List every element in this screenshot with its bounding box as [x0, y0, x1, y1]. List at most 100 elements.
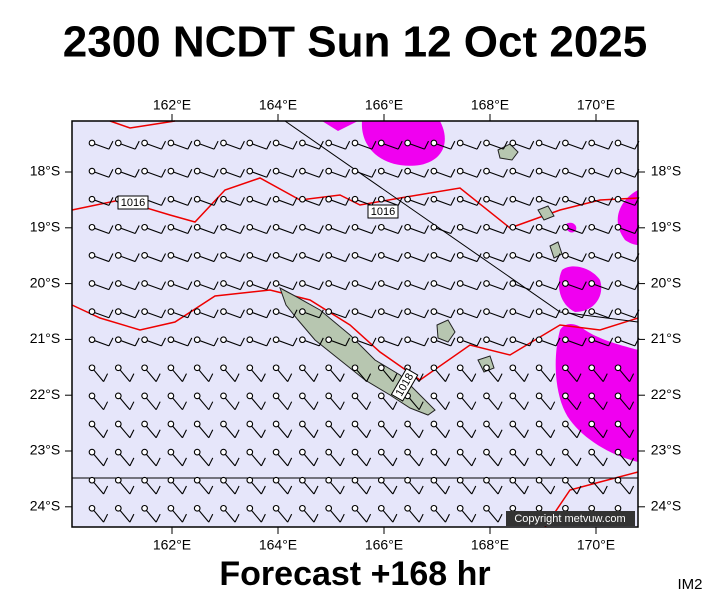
barb-feather	[602, 485, 608, 495]
lat-label: 20°S	[30, 274, 61, 290]
barb-feather	[476, 197, 482, 206]
barb-station	[351, 139, 359, 147]
barb-feather	[134, 337, 140, 347]
barb-feather	[292, 309, 298, 319]
barb-station	[483, 504, 490, 512]
barb-feather	[502, 225, 508, 234]
barb-feather	[502, 253, 508, 262]
isobar	[71, 289, 639, 381]
barb-station	[430, 420, 438, 428]
barb-station	[141, 364, 148, 372]
barb-station	[351, 308, 359, 315]
barb-station	[167, 308, 175, 315]
barb-feather	[608, 337, 614, 347]
barb-station	[614, 420, 622, 428]
barb-station	[351, 476, 359, 484]
label-box	[117, 195, 149, 210]
barb-feather	[234, 373, 240, 382]
barb-feather	[424, 253, 430, 262]
barb-station	[246, 336, 254, 344]
map-background	[72, 121, 638, 527]
barb-station	[114, 476, 122, 484]
lon-label: 164°E	[259, 537, 297, 553]
barb-station	[272, 392, 280, 400]
barb-feather	[239, 281, 245, 290]
barb-feather	[418, 485, 424, 495]
barb-station	[114, 280, 122, 287]
barb-feather	[602, 373, 608, 382]
barb-station	[562, 364, 569, 372]
barb-station	[299, 420, 306, 428]
barb-station	[114, 308, 122, 315]
barb-feather	[108, 169, 114, 178]
lat-label: 24°S	[651, 498, 682, 514]
barb-station	[456, 195, 464, 203]
barb-station	[562, 476, 569, 484]
barb-feather	[424, 337, 430, 347]
barb-station	[220, 195, 227, 203]
barb-station	[509, 448, 517, 456]
barb-station	[246, 252, 254, 259]
barb-feather	[550, 401, 556, 410]
barb-station	[588, 364, 596, 372]
barb-station	[299, 364, 306, 372]
barb-station	[377, 336, 385, 344]
barb-feather	[392, 485, 398, 495]
barb-feather	[134, 309, 140, 319]
barb-feather	[318, 140, 324, 150]
isobar	[109, 120, 176, 129]
barb-station	[167, 448, 175, 456]
barb-station	[483, 195, 490, 203]
island	[477, 355, 495, 373]
barb-feather	[318, 169, 324, 178]
barb-feather	[371, 337, 377, 347]
barb-feather	[366, 513, 372, 523]
barb-feather	[345, 225, 351, 234]
barb-station	[193, 167, 201, 175]
barb-feather	[471, 457, 477, 467]
barb-station	[141, 308, 148, 315]
barb-station	[535, 280, 543, 287]
barb-station	[88, 364, 96, 372]
barb-station	[114, 420, 122, 428]
barb-station	[167, 392, 175, 400]
barb-station	[588, 223, 596, 231]
barb-station	[141, 504, 148, 512]
barb-station	[509, 364, 517, 372]
barb-feather	[213, 225, 219, 234]
barb-feather	[161, 309, 167, 319]
barb-station	[220, 364, 227, 372]
barb-feather	[397, 140, 403, 150]
barb-feather	[339, 513, 345, 523]
barb-station	[272, 252, 280, 259]
barb-station	[483, 420, 490, 428]
barb-station	[588, 252, 596, 259]
barb-feather	[629, 457, 635, 467]
barb-feather	[181, 373, 187, 382]
barb-feather	[345, 140, 351, 150]
barb-station	[614, 392, 622, 400]
barb-feather	[103, 485, 109, 495]
barb-feather	[108, 309, 114, 319]
barb-station	[325, 420, 333, 428]
barb-station	[141, 392, 148, 400]
barb-feather	[529, 169, 535, 178]
barb-station	[614, 280, 622, 287]
barb-station	[535, 252, 543, 259]
barb-station	[377, 308, 385, 315]
barb-station	[430, 308, 438, 315]
barb-station	[377, 448, 385, 456]
barb-feather	[471, 485, 477, 495]
barb-station	[246, 139, 254, 147]
barb-feather	[129, 485, 135, 495]
barb-station	[562, 420, 569, 428]
barb-station	[614, 252, 622, 259]
lon-label: 166°E	[365, 537, 403, 553]
barb-feather	[397, 253, 403, 262]
barb-station	[193, 364, 201, 372]
barb-feather	[155, 401, 161, 410]
rain-areas	[322, 121, 638, 462]
barb-feather	[234, 429, 240, 439]
barb-station	[351, 252, 359, 259]
barb-feather	[608, 225, 614, 234]
